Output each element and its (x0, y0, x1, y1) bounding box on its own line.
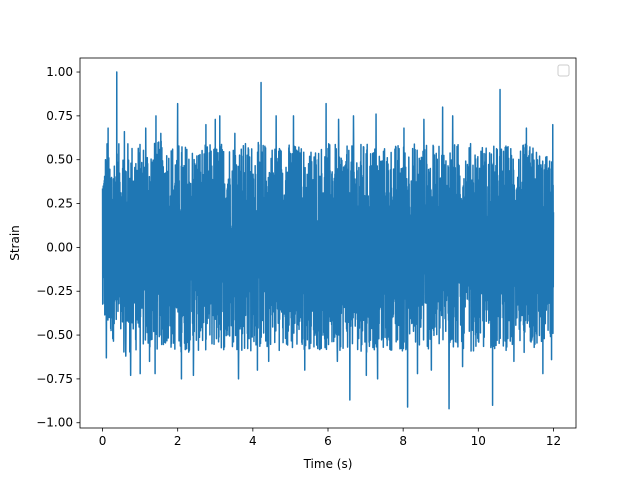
y-tick-label: −0.25 (36, 284, 73, 298)
legend-box (557, 64, 570, 77)
y-tick-label: 1.00 (46, 65, 73, 79)
y-tick-label: 0.00 (46, 240, 73, 254)
x-tick-label: 0 (99, 434, 107, 448)
x-tick-label: 4 (249, 434, 257, 448)
y-tick-label: 0.50 (46, 153, 73, 167)
y-tick-label: 0.75 (46, 109, 73, 123)
x-tick-label: 6 (324, 434, 332, 448)
x-axis-ticks: 0 2 4 6 8 10 12 (99, 428, 561, 448)
x-axis-label: Time (s) (303, 457, 353, 471)
y-axis-ticks: 1.00 0.75 0.50 0.25 0.00 −0.25 −0.50 −0.75 −1.00 (36, 65, 80, 430)
y-tick-label: −0.75 (36, 372, 73, 386)
x-tick-label: 12 (546, 434, 561, 448)
strain-series-line (101, 71, 555, 410)
x-tick-label: 2 (174, 434, 182, 448)
y-tick-label: −1.00 (36, 416, 73, 430)
series-layer (101, 71, 555, 410)
x-tick-label: 10 (471, 434, 486, 448)
y-tick-label: 0.25 (46, 197, 73, 211)
x-tick-label: 8 (399, 434, 407, 448)
y-tick-label: −0.50 (36, 328, 73, 342)
y-axis-label: Strain (8, 225, 22, 261)
